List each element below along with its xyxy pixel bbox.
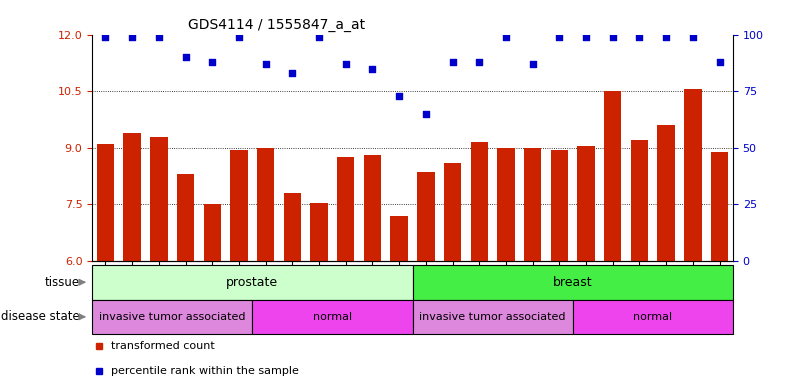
Text: breast: breast — [553, 276, 593, 289]
Point — [179, 54, 192, 60]
Bar — [413, 300, 573, 334]
Bar — [252, 300, 413, 334]
Bar — [658, 125, 675, 261]
Point — [366, 66, 379, 72]
Text: percentile rank within the sample: percentile rank within the sample — [111, 366, 300, 376]
Point — [99, 34, 112, 40]
Point — [286, 70, 299, 76]
Point — [633, 34, 646, 40]
Text: prostate: prostate — [226, 276, 279, 289]
Point — [340, 61, 352, 67]
Text: invasive tumor associated: invasive tumor associated — [420, 312, 566, 322]
Bar — [203, 205, 221, 261]
Bar — [631, 140, 648, 261]
Text: normal: normal — [313, 312, 352, 322]
Point — [392, 93, 405, 99]
Bar — [604, 91, 622, 261]
Point — [312, 34, 325, 40]
Bar — [92, 265, 413, 300]
Bar — [311, 203, 328, 261]
Bar — [684, 89, 702, 261]
Bar — [257, 148, 274, 261]
Text: GDS4114 / 1555847_a_at: GDS4114 / 1555847_a_at — [188, 18, 365, 32]
Text: transformed count: transformed count — [111, 341, 215, 351]
Point — [500, 34, 513, 40]
Bar — [97, 144, 114, 261]
Bar — [337, 157, 355, 261]
Point — [473, 59, 485, 65]
Point — [446, 59, 459, 65]
Text: disease state: disease state — [1, 310, 79, 323]
Point — [580, 34, 593, 40]
Bar — [551, 150, 568, 261]
Point — [126, 34, 139, 40]
Bar — [413, 265, 733, 300]
Bar — [151, 137, 167, 261]
Point — [206, 59, 219, 65]
Point — [232, 34, 245, 40]
Point — [553, 34, 566, 40]
Bar — [524, 148, 541, 261]
Bar — [284, 193, 301, 261]
Bar — [177, 174, 194, 261]
Point — [686, 34, 699, 40]
Bar — [471, 142, 488, 261]
Point — [526, 61, 539, 67]
Bar — [578, 146, 594, 261]
Bar — [92, 300, 252, 334]
Point — [260, 61, 272, 67]
Point — [606, 34, 619, 40]
Bar — [711, 152, 728, 261]
Bar — [573, 300, 733, 334]
Bar — [123, 133, 141, 261]
Bar — [231, 150, 248, 261]
Bar — [497, 148, 515, 261]
Text: tissue: tissue — [44, 276, 79, 289]
Point — [152, 34, 165, 40]
Bar — [417, 172, 434, 261]
Point — [713, 59, 726, 65]
Bar — [444, 163, 461, 261]
Text: invasive tumor associated: invasive tumor associated — [99, 312, 245, 322]
Bar — [364, 156, 381, 261]
Point — [420, 111, 433, 117]
Bar — [391, 216, 408, 261]
Point — [660, 34, 673, 40]
Text: normal: normal — [634, 312, 672, 322]
